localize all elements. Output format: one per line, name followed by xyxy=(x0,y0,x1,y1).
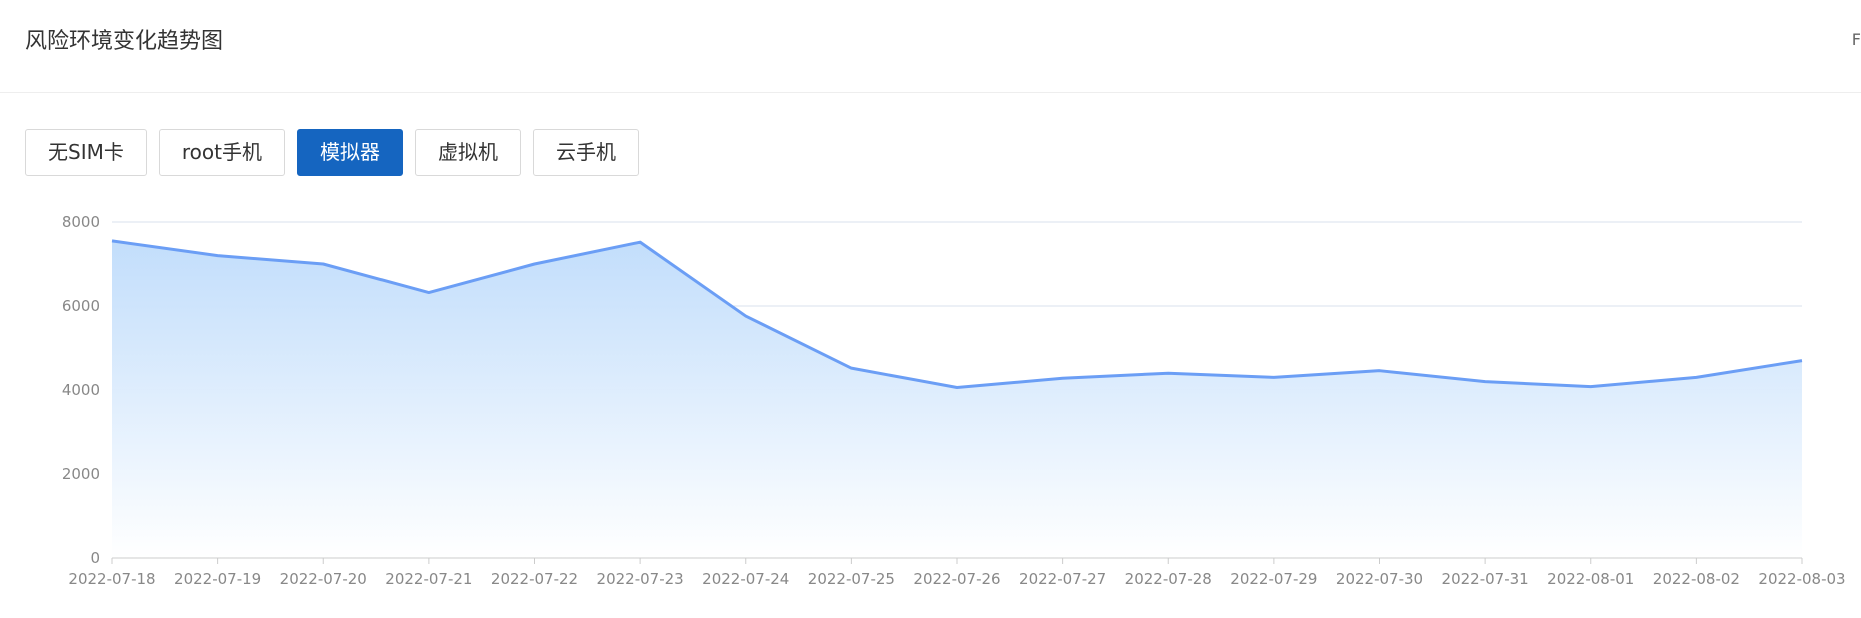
data-point[interactable] xyxy=(1166,371,1170,375)
tab-4[interactable]: 虚拟机 xyxy=(414,129,521,176)
x-tick-label: 2022-07-24 xyxy=(702,570,789,588)
label-layer: 0 2000 4000 6000 8000 2022-07-18 2022-07-19 202… xyxy=(62,213,1846,588)
tab-5[interactable]: 云手机 xyxy=(532,129,639,176)
data-point[interactable] xyxy=(1589,385,1593,389)
data-point[interactable] xyxy=(849,366,853,370)
data-point[interactable] xyxy=(744,314,748,318)
x-tick-label: 2022-07-27 xyxy=(1019,570,1106,588)
data-point[interactable] xyxy=(638,240,642,244)
x-tick-label: 2022-07-31 xyxy=(1442,570,1529,588)
x-tick-label: 2022-08-03 xyxy=(1758,570,1845,588)
data-point[interactable] xyxy=(321,262,325,266)
axis-layer xyxy=(111,557,1803,564)
x-tick-label: 2022-07-25 xyxy=(808,570,895,588)
data-point[interactable] xyxy=(1694,375,1698,379)
data-point[interactable] xyxy=(216,254,220,258)
tab-3[interactable]: 模拟器 xyxy=(296,129,403,176)
tab-1[interactable]: 无SIM卡 xyxy=(25,129,147,176)
y-tick-label: 2000 xyxy=(62,465,100,483)
y-tick-label: 8000 xyxy=(62,213,100,231)
series-area xyxy=(112,240,1802,558)
x-tick-label: 2022-07-21 xyxy=(385,570,472,588)
x-tick-label: 2022-08-02 xyxy=(1653,570,1740,588)
x-tick-label: 2022-07-30 xyxy=(1336,570,1423,588)
trend-area-chart: 0 2000 4000 6000 8000 2022-07-18 2022-07-19 202… xyxy=(62,213,1846,588)
page-title: 风险环境变化趋势图 xyxy=(25,29,224,54)
data-point[interactable] xyxy=(110,239,114,243)
data-point[interactable] xyxy=(955,385,959,389)
data-point[interactable] xyxy=(533,262,537,266)
tab-group: 无SIM卡 root手机 模拟器 虚拟机 云手机 xyxy=(25,129,639,176)
y-tick-label: 4000 xyxy=(62,381,100,399)
data-point[interactable] xyxy=(1483,380,1487,384)
x-tick-label: 2022-07-22 xyxy=(491,570,578,588)
series-line xyxy=(111,239,1803,389)
x-tick-label: 2022-07-18 xyxy=(68,570,155,588)
data-point[interactable] xyxy=(427,291,431,295)
x-tick-label: 2022-07-19 xyxy=(174,570,261,588)
x-tick-label: 2022-08-01 xyxy=(1547,570,1634,588)
y-tick-label: 0 xyxy=(90,549,100,567)
header-extra-text: F xyxy=(1851,30,1861,49)
x-tick-label: 2022-07-20 xyxy=(280,570,367,588)
card-header: 风险环境变化趋势图 F xyxy=(0,0,1861,93)
data-point[interactable] xyxy=(1272,375,1276,379)
data-point[interactable] xyxy=(1378,369,1382,373)
data-point[interactable] xyxy=(1061,376,1065,380)
x-tick-label: 2022-07-26 xyxy=(913,570,1000,588)
data-point[interactable] xyxy=(1800,359,1804,363)
tab-2[interactable]: root手机 xyxy=(158,129,285,176)
x-tick-label: 2022-07-23 xyxy=(597,570,684,588)
x-tick-label: 2022-07-29 xyxy=(1230,570,1317,588)
y-tick-label: 6000 xyxy=(62,297,100,315)
area-layer xyxy=(110,239,1804,558)
x-tick-label: 2022-07-28 xyxy=(1125,570,1212,588)
